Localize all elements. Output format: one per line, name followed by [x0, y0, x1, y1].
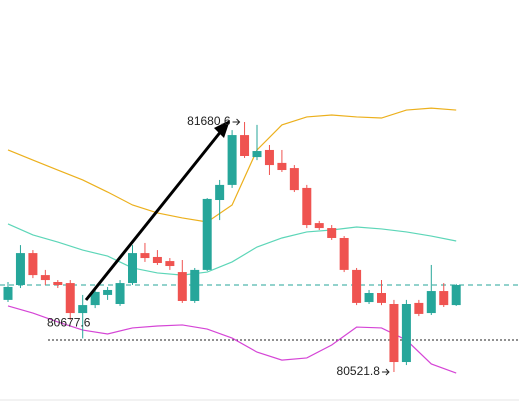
- candle-body: [128, 253, 137, 284]
- candle-body: [152, 256, 162, 264]
- low-label: 80521.8: [337, 364, 381, 378]
- candle-body: [40, 275, 50, 281]
- candle-body: [15, 253, 25, 286]
- candle-body: [314, 223, 324, 229]
- high-label: 81680.6: [187, 114, 231, 128]
- candle-body: [302, 187, 312, 226]
- candle-body: [90, 291, 100, 306]
- candle-body: [240, 135, 250, 157]
- candle-body: [451, 285, 461, 306]
- candle-body: [103, 289, 113, 295]
- candle-body: [215, 184, 225, 201]
- candle-body: [3, 286, 13, 300]
- candle-body: [439, 291, 449, 306]
- candle-body: [202, 198, 212, 270]
- candle-body: [65, 283, 75, 314]
- annotations: 81680.6 80521.8 80677.6: [47, 114, 390, 378]
- candle-body: [177, 272, 187, 301]
- low-label: 80677.6: [47, 316, 91, 330]
- candle-body: [115, 283, 125, 304]
- candle-body: [53, 281, 63, 286]
- candle-body: [190, 269, 200, 301]
- overlay: [0, 107, 519, 374]
- candle-body: [414, 302, 424, 314]
- label-arrow: [381, 368, 390, 376]
- candle-body: [426, 291, 436, 314]
- candle-body: [401, 303, 411, 363]
- candle-body: [264, 149, 274, 166]
- candle-body: [352, 269, 362, 303]
- band-line: [7, 223, 457, 276]
- candle-body: [140, 253, 150, 259]
- band-line: [7, 107, 457, 223]
- arrow-head: [214, 120, 230, 138]
- candle-body: [339, 237, 349, 270]
- candle-body: [289, 168, 299, 191]
- candle-body: [227, 135, 237, 185]
- candle-body: [277, 162, 287, 171]
- candle-body: [389, 303, 399, 363]
- label-arrow: [232, 118, 241, 126]
- candle-body: [165, 261, 175, 267]
- candle-body: [327, 228, 337, 238]
- candle-body: [28, 253, 38, 276]
- trend-arrow: [84, 129, 224, 301]
- candles: [3, 122, 461, 372]
- candle-body: [364, 292, 374, 303]
- candle-body: [377, 292, 386, 303]
- candle-body: [78, 305, 88, 314]
- candle-body: [252, 151, 262, 158]
